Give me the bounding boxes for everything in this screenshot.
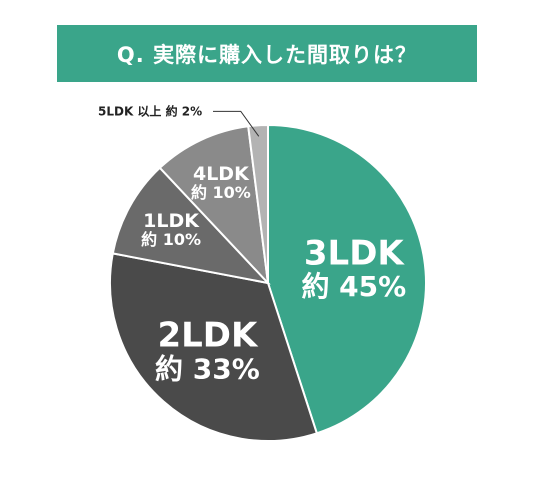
chart-title: Q. 実際に購入した間取りは？ (116, 42, 418, 67)
pie-slice-5 (247, 123, 269, 284)
slice-name-label: 1LDK (143, 210, 200, 232)
callout-leader-line (213, 110, 260, 137)
slice-name-label: 4LDK (193, 163, 250, 185)
pie-slice-4 (158, 125, 270, 286)
chart-title-bar: Q. 実際に購入した間取りは？ (57, 25, 477, 82)
slice-name-label: 3LDK (304, 233, 406, 273)
slice-callout-label: 5LDK 以上 約 2% (98, 103, 202, 118)
slice-pct-label: 約 10% (191, 183, 251, 202)
slice-pct-label: 約 10% (141, 230, 201, 249)
pie-slice-2 (109, 252, 319, 442)
pie-slice-1 (267, 123, 427, 435)
slice-pct-label: 約 33% (155, 352, 260, 385)
slice-pct-label: 約 45% (301, 270, 406, 303)
slice-name-label: 2LDK (157, 316, 259, 356)
pie-slice-3 (111, 166, 271, 285)
